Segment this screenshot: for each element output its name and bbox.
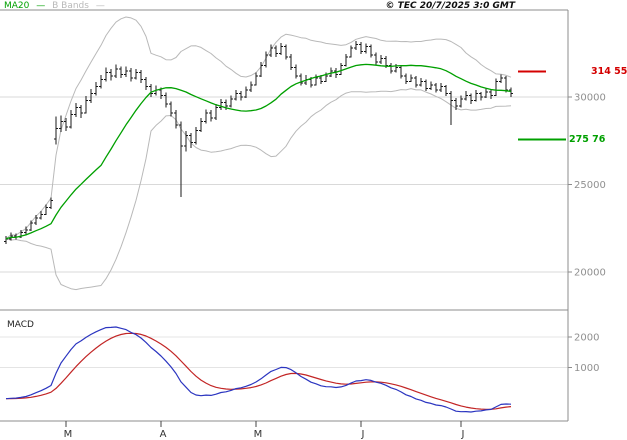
candles xyxy=(4,41,513,244)
month-label: M xyxy=(64,429,73,440)
bollinger-upper xyxy=(5,16,512,240)
month-label: A xyxy=(160,429,167,440)
resistance-level-label: 314 55 xyxy=(591,66,627,77)
legend-bbands-label: B Bands xyxy=(52,1,89,11)
price-tick-label: 30000 xyxy=(574,93,606,104)
legend: MA20 — B Bands — xyxy=(4,1,109,11)
copyright-text: © TEC 20/7/2025 3:0 GMT xyxy=(385,1,515,11)
level-lines xyxy=(518,70,566,141)
ma20-polyline xyxy=(5,63,512,240)
month-label: J xyxy=(361,429,365,440)
macd-panel-label: MACD xyxy=(7,320,34,330)
gridlines xyxy=(0,96,568,273)
macd-tick-label: 2000 xyxy=(574,332,599,343)
macd-tick-label: 1000 xyxy=(574,363,599,374)
panel-borders xyxy=(0,9,569,422)
month-label: M xyxy=(254,429,263,440)
month-label: J xyxy=(461,429,465,440)
legend-ma20-label: MA20 xyxy=(4,1,30,11)
bollinger-lower xyxy=(5,88,512,291)
price-tick-label: 25000 xyxy=(574,180,606,191)
legend-bbands-swatch: — xyxy=(95,1,105,11)
legend-ma20-swatch: — xyxy=(36,1,46,11)
price-axis: 30000 25000 20000 xyxy=(568,93,606,279)
price-tick-label: 20000 xyxy=(574,268,606,279)
macd-line xyxy=(5,326,512,413)
support-level-label: 275 76 xyxy=(569,134,606,145)
ma20-line xyxy=(5,63,512,240)
bollinger-bands xyxy=(5,16,512,291)
macd-signal-line xyxy=(5,332,512,410)
macd-panel: 2000 1000 xyxy=(0,326,599,413)
